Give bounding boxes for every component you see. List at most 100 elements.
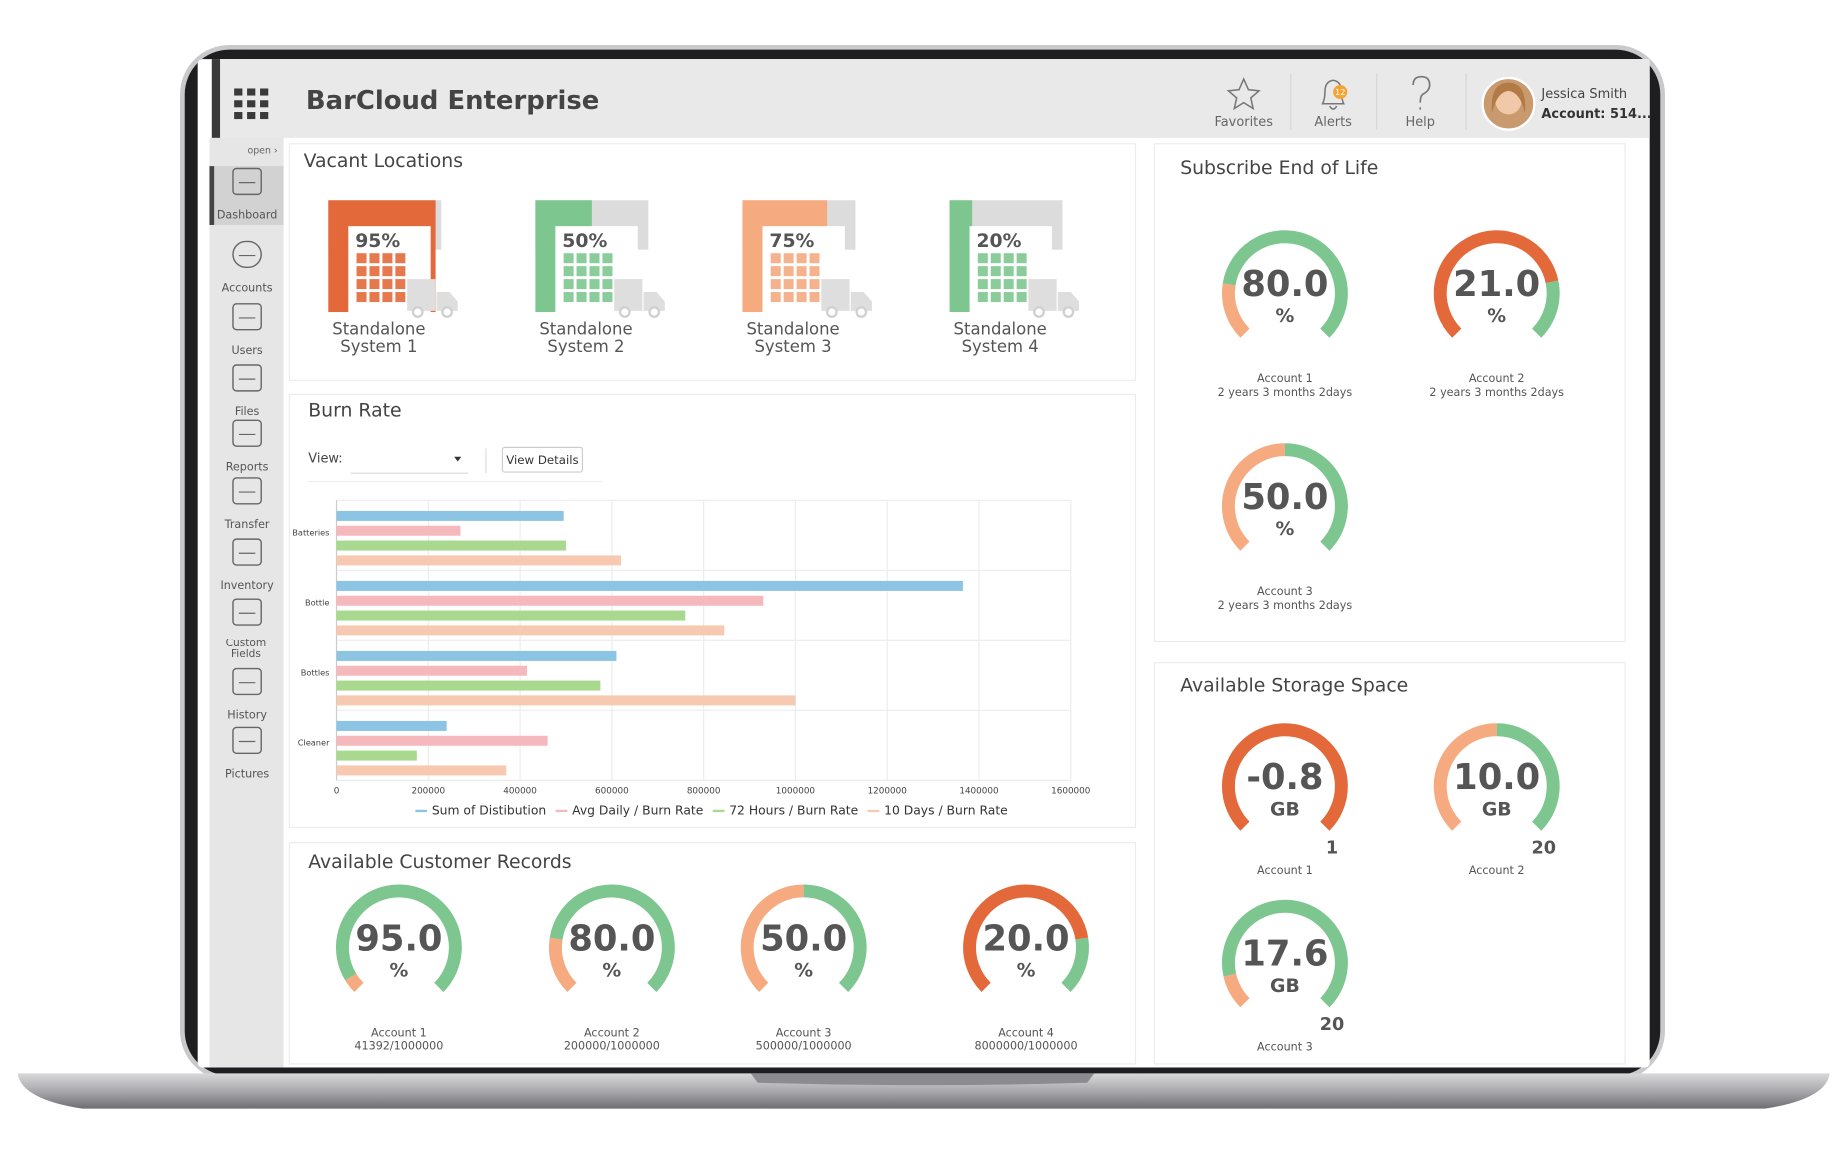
bar [336,525,461,536]
nav-icon[interactable] [232,726,262,754]
truck-cab [850,292,872,311]
help-label[interactable]: Help [1405,115,1435,130]
gauge-unit: GB [1482,799,1512,820]
gauge-detail: 2 years 3 months 2days [1218,386,1353,399]
sidebar-toggle[interactable]: open › [247,145,277,156]
truck-wheel [1062,306,1075,318]
nav-item[interactable]: Files [235,405,260,418]
panel-title: Subscribe End of Life [1180,158,1378,179]
nav-item[interactable]: Dashboard [217,209,278,222]
favorites-label[interactable]: Favorites [1215,115,1274,130]
gauge-value-arc [803,884,867,992]
favorites-icon[interactable] [1226,77,1261,111]
system-label: Standalone System 2 [539,321,633,357]
gauge-value-arc [1221,899,1348,1008]
apps-dot[interactable] [234,88,243,96]
nav-icon[interactable] [232,419,262,447]
view-details-label[interactable]: View Details [506,453,578,467]
occupancy-label: 20% [976,231,1021,252]
x-tick-label: 1400000 [959,786,999,796]
building-window [783,253,794,264]
nav-item[interactable]: Custom Fields [225,639,267,661]
nav-item[interactable]: Inventory [220,579,274,592]
apps-dot[interactable] [260,88,269,96]
gauge-max: 1 [1326,839,1338,859]
help-icon[interactable] [1412,75,1431,110]
building-window [589,253,600,264]
gauge-value-arc [1496,723,1560,831]
nav-icon[interactable] [232,364,262,392]
nav-item[interactable]: Pictures [225,767,269,780]
occupancy-label: 50% [562,231,607,252]
apps-dot[interactable] [247,100,256,108]
building-window [770,253,781,264]
bar [336,625,725,636]
occupancy-label: 95% [355,231,400,252]
system-label-box: Standalone System 1 [332,321,425,355]
nav-item[interactable]: Accounts [222,282,273,295]
gauge-unit: % [1017,960,1036,981]
gauge-unit: GB [1270,799,1300,820]
nav-item[interactable]: History [227,709,267,722]
nav-icon[interactable] [232,598,262,626]
apps-dot[interactable] [234,112,243,120]
nav-icon[interactable] [232,538,262,566]
gauge-label: Account 2 [584,1026,640,1039]
bar [336,750,417,761]
building-window [809,253,820,264]
view-details-button[interactable] [501,446,584,473]
legend-label: Sum of Distibution [432,803,546,817]
truck-body [821,279,850,311]
gauge-value-arc [335,884,462,992]
bar [336,695,796,706]
avatar-face [1495,88,1522,115]
user-account[interactable]: Account: 514... [1541,107,1651,122]
truck-body [1028,279,1057,311]
building-window [990,292,1001,303]
building-window [563,253,574,264]
nav-item[interactable]: Reports [226,460,269,473]
nav-item[interactable]: Transfer [224,518,270,531]
user-name[interactable]: Jessica Smith [1540,87,1627,102]
building-window [796,279,807,290]
building-window [977,279,988,290]
gauge-unit: % [1275,306,1294,327]
nav-icon[interactable] [232,477,262,505]
apps-dot[interactable] [247,88,256,96]
panel-title: Available Storage Space [1180,676,1408,697]
nav-icon[interactable] [232,303,262,331]
y-tick-label: Cleaner [298,737,330,747]
apps-dot[interactable] [260,100,269,108]
gauge-label: Account 3 [776,1026,832,1039]
nav-item[interactable]: Users [231,344,262,357]
system-label-box: Standalone System 3 [746,321,839,355]
gauge-detail: 8000000/1000000 [974,1039,1077,1052]
gauge-low-arc [548,937,577,992]
gauge-detail: 41392/1000000 [354,1039,443,1052]
gauge-low-arc [1433,230,1559,338]
gauge-value: 80.0 [1241,264,1328,305]
nav-icon[interactable] [232,167,262,196]
truck-cab [436,292,458,311]
bar [336,665,527,676]
building-window [783,266,794,277]
y-tick-label: Bottle [305,597,329,607]
building-window [1003,253,1014,264]
apps-dot[interactable] [260,112,269,120]
apps-dot[interactable] [247,112,256,120]
laptop-notch [750,1073,1095,1086]
apps-dot[interactable] [234,100,243,108]
nav-icon[interactable] [232,240,262,269]
building-window [990,266,1001,277]
gauge-value: 17.6 [1241,934,1328,975]
building-window [809,266,820,277]
app-title: BarCloud Enterprise [306,86,599,116]
gauge-unit: % [389,960,408,981]
bar [336,510,564,521]
building-window [770,279,781,290]
gauge-low-arc [1433,723,1497,831]
nav-icon[interactable] [232,667,262,696]
y-tick-label: Bottles [301,667,330,677]
alerts-label[interactable]: Alerts [1314,115,1352,130]
